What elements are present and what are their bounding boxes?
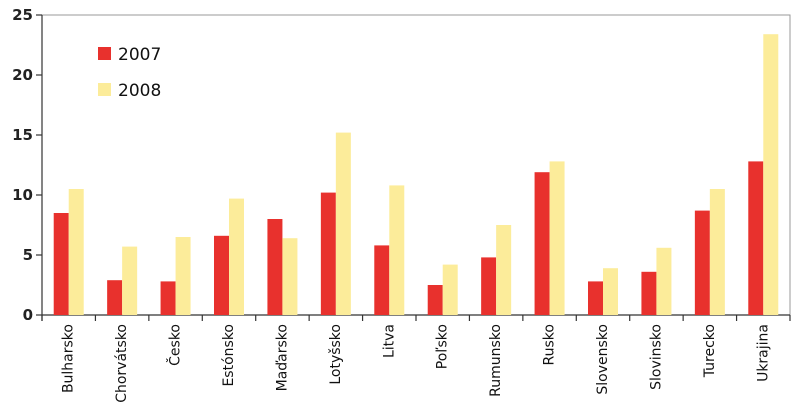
bar-2008 bbox=[122, 246, 138, 315]
bar-2007 bbox=[53, 213, 69, 315]
category-label: Rusko bbox=[542, 324, 558, 365]
y-tick-label: 10 bbox=[12, 186, 33, 204]
y-tick-label: 5 bbox=[23, 246, 33, 264]
bar-2007 bbox=[748, 161, 764, 315]
bar-2007 bbox=[481, 257, 497, 315]
category-label: Chorvátsko bbox=[114, 324, 130, 403]
bar-2007 bbox=[588, 281, 603, 315]
category-label: Rumunsko bbox=[488, 324, 504, 397]
bar-2008 bbox=[68, 189, 84, 315]
bar-2008 bbox=[229, 198, 244, 315]
bar-2008 bbox=[282, 238, 298, 315]
y-tick-label: 15 bbox=[12, 126, 33, 144]
bar-2007 bbox=[694, 210, 710, 315]
y-tick-label: 20 bbox=[12, 66, 33, 84]
bar-2007 bbox=[214, 235, 229, 315]
category-label: Estónsko bbox=[221, 324, 237, 387]
bar-2007 bbox=[374, 245, 390, 315]
bar-2007 bbox=[107, 280, 123, 315]
category-label: Turecko bbox=[702, 324, 718, 378]
category-label: Maďarsko bbox=[274, 324, 290, 391]
bar-2008 bbox=[175, 237, 191, 315]
bar-2007 bbox=[641, 271, 657, 315]
bar-2008 bbox=[496, 225, 512, 315]
category-label: Lotyšsko bbox=[328, 324, 344, 385]
y-axis: 0 5 10 15 20 25 bbox=[12, 6, 43, 324]
bar-2008 bbox=[763, 34, 779, 315]
bar-2008 bbox=[709, 189, 725, 315]
bar-2007 bbox=[427, 285, 443, 315]
category-label: Ukrajina bbox=[755, 324, 771, 382]
legend: 2007 2008 bbox=[98, 45, 161, 101]
bar-2008 bbox=[389, 185, 405, 315]
category-label: Bulharsko bbox=[61, 324, 77, 393]
legend-label: 2008 bbox=[118, 81, 161, 101]
bar-2007 bbox=[534, 172, 550, 315]
bar-2008 bbox=[442, 264, 458, 315]
bar-2008 bbox=[603, 268, 618, 315]
category-label: Litva bbox=[381, 324, 397, 358]
y-tick-label: 0 bbox=[23, 306, 33, 324]
bar-2008 bbox=[335, 132, 351, 315]
category-label: Slovinsko bbox=[648, 324, 664, 390]
legend-swatch-2008 bbox=[98, 83, 111, 96]
legend-label: 2007 bbox=[118, 45, 161, 65]
bar-2008 bbox=[549, 161, 565, 315]
category-label: Česko bbox=[166, 324, 184, 366]
x-axis: Bulharsko Chorvátsko Česko Estónsko Maďarsko… bbox=[41, 314, 791, 403]
bar-2007 bbox=[320, 192, 336, 315]
category-label: Poľsko bbox=[435, 324, 451, 369]
legend-swatch-2007 bbox=[98, 47, 111, 60]
bar-2007 bbox=[160, 281, 176, 315]
bar-2007 bbox=[267, 219, 283, 315]
y-tick-label: 25 bbox=[12, 6, 33, 24]
bar-2008 bbox=[656, 247, 672, 315]
category-label: Slovensko bbox=[595, 324, 611, 395]
bars bbox=[53, 34, 779, 315]
